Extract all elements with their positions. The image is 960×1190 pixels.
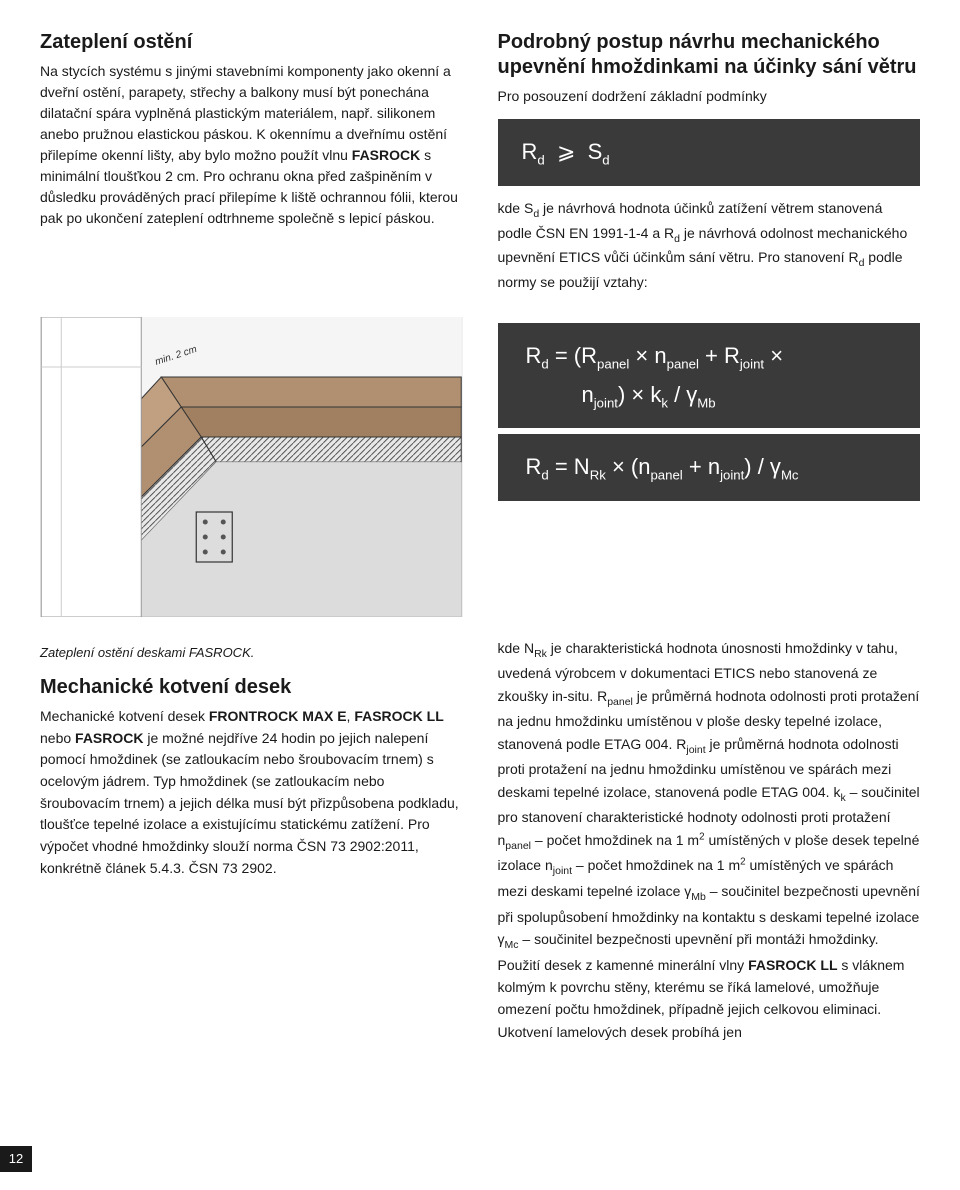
formula-rd-nrk: Rd = NRk × (npanel + njoint) / γMc	[498, 434, 921, 501]
formula-rd-sd: Rd ⩾ Sd	[498, 119, 921, 186]
left-column-bottom: Zateplení ostění deskami FASROCK. Mechan…	[40, 637, 463, 1049]
mid-columns: min. 2 cm Rd = (Rpanel × npanel + Rjoint…	[40, 317, 920, 627]
left-column-mid: min. 2 cm	[40, 317, 463, 627]
text: kde S	[498, 200, 534, 216]
text: – počet hmoždinek na 1 m	[531, 832, 699, 848]
text: kde N	[498, 640, 535, 656]
right-column-formulas: Rd = (Rpanel × npanel + Rjoint × njoint)…	[498, 317, 921, 507]
page-number: 12	[0, 1146, 32, 1172]
para-right-2: kde Sd je návrhová hodnota účinků zatíže…	[498, 198, 921, 293]
text: je možné nejdříve 24 hodin po jejich nal…	[40, 730, 459, 876]
right-column-top: Podrobný postup návrhu mechanického upev…	[498, 30, 921, 299]
bottom-columns: Zateplení ostění deskami FASROCK. Mechan…	[40, 637, 920, 1049]
right-column-bottom: kde NRk je charakteristická hodnota únos…	[498, 637, 921, 1049]
bold-text: FASROCK	[352, 147, 420, 163]
illustration-caption: Zateplení ostění deskami FASROCK.	[40, 643, 463, 663]
para-left-1: Na stycích systému s jinými stavebními k…	[40, 61, 463, 229]
bold-text: FRONTROCK MAX E	[209, 708, 347, 724]
left-column-top: Zateplení ostění Na stycích systému s ji…	[40, 30, 463, 299]
illustration-fasrock: min. 2 cm	[40, 317, 463, 617]
top-columns: Zateplení ostění Na stycích systému s ji…	[40, 30, 920, 299]
text: – počet hmoždinek na 1 m	[572, 857, 740, 873]
heading-zatepleni: Zateplení ostění	[40, 30, 463, 55]
bold-text: FASROCK	[75, 730, 143, 746]
bold-text: FASROCK LL	[354, 708, 443, 724]
formula-rd-panel: Rd = (Rpanel × npanel + Rjoint × njoint)…	[498, 323, 921, 429]
text: Mechanické kotvení desek	[40, 708, 209, 724]
heading-mechanicke: Mechanické kotvení desek	[40, 675, 463, 700]
bold-text: FASROCK LL	[748, 957, 837, 973]
heading-postup: Podrobný postup návrhu mechanického upev…	[498, 30, 921, 80]
text: nebo	[40, 730, 75, 746]
para-left-2: Mechanické kotvení desek FRONTROCK MAX E…	[40, 706, 463, 880]
para-right-3: kde NRk je charakteristická hodnota únos…	[498, 637, 921, 1043]
para-right-1: Pro posouzení dodržení základní podmínky	[498, 86, 921, 107]
